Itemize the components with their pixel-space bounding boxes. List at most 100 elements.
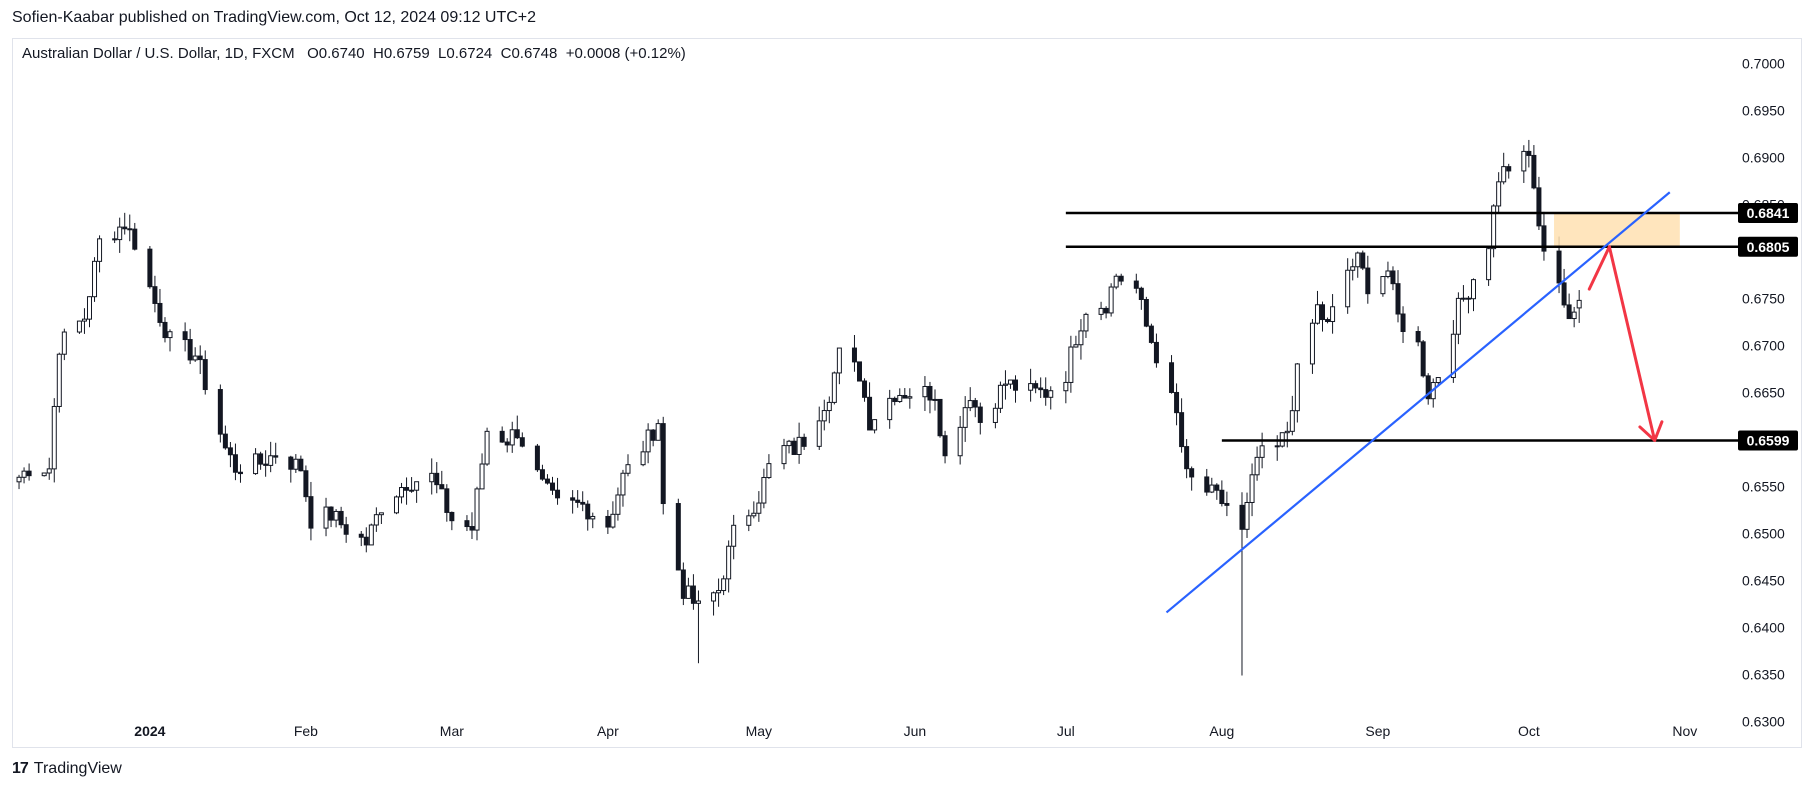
candle-body bbox=[660, 423, 666, 505]
candle-body bbox=[1541, 225, 1547, 252]
candle-body bbox=[1219, 489, 1225, 505]
candle-body bbox=[1390, 270, 1396, 285]
candle-body bbox=[409, 489, 415, 492]
candle-body bbox=[1013, 379, 1019, 391]
footer-brand: 17 TradingView bbox=[12, 760, 122, 778]
candle-body bbox=[1506, 166, 1512, 172]
candle-body bbox=[1274, 445, 1280, 448]
ohlc-close: C0.6748 bbox=[500, 45, 558, 62]
candle-body bbox=[1209, 484, 1215, 493]
level-price-label: 0.6599 bbox=[1747, 432, 1790, 448]
candle-body bbox=[1496, 181, 1502, 207]
candle-body bbox=[333, 510, 339, 521]
candle-body bbox=[781, 445, 787, 465]
candle-body bbox=[464, 520, 470, 528]
candle-body bbox=[1174, 391, 1180, 414]
candle-body bbox=[756, 502, 762, 514]
candle-body bbox=[1320, 304, 1326, 321]
candle-body bbox=[721, 578, 727, 592]
candle-body bbox=[258, 453, 264, 465]
candle-body bbox=[56, 353, 62, 407]
candle-body bbox=[76, 320, 82, 333]
candle-body bbox=[308, 496, 314, 529]
candle-body bbox=[555, 489, 561, 499]
candle-body bbox=[1118, 275, 1124, 282]
candle-body bbox=[1526, 150, 1532, 156]
candle-body bbox=[1365, 267, 1371, 295]
candle-body bbox=[867, 396, 873, 431]
candle-body bbox=[147, 248, 153, 288]
candle-body bbox=[434, 472, 440, 486]
tradingview-logo-icon: 17 bbox=[12, 760, 29, 777]
y-tick-label: 0.6650 bbox=[1742, 385, 1785, 401]
candle-body bbox=[1531, 154, 1537, 189]
candle-body bbox=[393, 496, 399, 514]
trendline bbox=[1165, 191, 1671, 614]
candle-body bbox=[977, 406, 983, 423]
candle-body bbox=[303, 470, 309, 498]
y-tick-label: 0.6750 bbox=[1742, 291, 1785, 307]
footer-brand-label: TradingView bbox=[33, 760, 122, 777]
candle-body bbox=[227, 447, 233, 456]
candle-body bbox=[338, 510, 344, 526]
y-tick-label: 0.6400 bbox=[1742, 620, 1785, 636]
candle-body bbox=[826, 401, 832, 412]
candle-body bbox=[1184, 446, 1190, 470]
candle-body bbox=[328, 506, 334, 521]
candle-body bbox=[509, 429, 515, 446]
candle-body bbox=[1470, 279, 1476, 300]
candle-body bbox=[1133, 280, 1139, 289]
x-tick-label: Apr bbox=[597, 723, 619, 739]
ohlc-high: H0.6759 bbox=[372, 45, 430, 62]
candle-body bbox=[404, 487, 410, 491]
candle-body bbox=[429, 472, 435, 483]
candle-body bbox=[1309, 322, 1315, 365]
candle-body bbox=[504, 441, 510, 446]
candle-body bbox=[761, 477, 767, 504]
candle-body bbox=[1249, 474, 1255, 503]
ohlc-low: L0.6724 bbox=[438, 45, 493, 62]
candle-body bbox=[97, 238, 103, 262]
candle-body bbox=[675, 503, 681, 571]
candle-body bbox=[907, 396, 913, 399]
candle-body bbox=[1420, 341, 1426, 377]
x-tick-label: Jun bbox=[904, 723, 927, 739]
x-tick-label: Aug bbox=[1209, 723, 1234, 739]
candle-body bbox=[695, 600, 701, 604]
candle-body bbox=[1098, 307, 1104, 315]
candle-body bbox=[469, 526, 475, 531]
candle-body bbox=[680, 569, 686, 599]
candle-body bbox=[1415, 331, 1421, 343]
publisher-caption: Sofien-Kaabar published on TradingView.c… bbox=[12, 9, 537, 26]
candle-body bbox=[610, 513, 616, 528]
candle-body bbox=[1566, 304, 1572, 320]
candle-body bbox=[1571, 311, 1577, 320]
candle-body bbox=[1536, 187, 1542, 227]
candle-body bbox=[1259, 445, 1265, 458]
candle-body bbox=[1254, 456, 1260, 476]
candle-body bbox=[499, 430, 505, 443]
candle-body bbox=[1501, 166, 1507, 183]
candle-body bbox=[796, 436, 802, 455]
candle-body bbox=[801, 436, 807, 447]
candle-body bbox=[1385, 270, 1391, 278]
candle-body bbox=[1189, 468, 1195, 478]
candle-body bbox=[640, 451, 646, 466]
candle-body bbox=[1576, 299, 1582, 309]
candle-body bbox=[1380, 276, 1386, 295]
candle-body bbox=[1048, 390, 1054, 398]
candle-body bbox=[1521, 150, 1527, 172]
candle-body bbox=[1083, 313, 1089, 332]
forecast-arrow-shaft bbox=[1607, 245, 1657, 442]
candle-body bbox=[293, 458, 299, 470]
candle-body bbox=[1063, 381, 1069, 392]
candle-body bbox=[92, 260, 98, 298]
candle-body bbox=[932, 398, 938, 401]
candle-body bbox=[61, 331, 67, 355]
candle-body bbox=[1314, 304, 1320, 324]
candle-body bbox=[972, 400, 978, 408]
candle-body bbox=[711, 592, 717, 602]
candle-body bbox=[449, 511, 455, 522]
candle-body bbox=[253, 453, 259, 475]
